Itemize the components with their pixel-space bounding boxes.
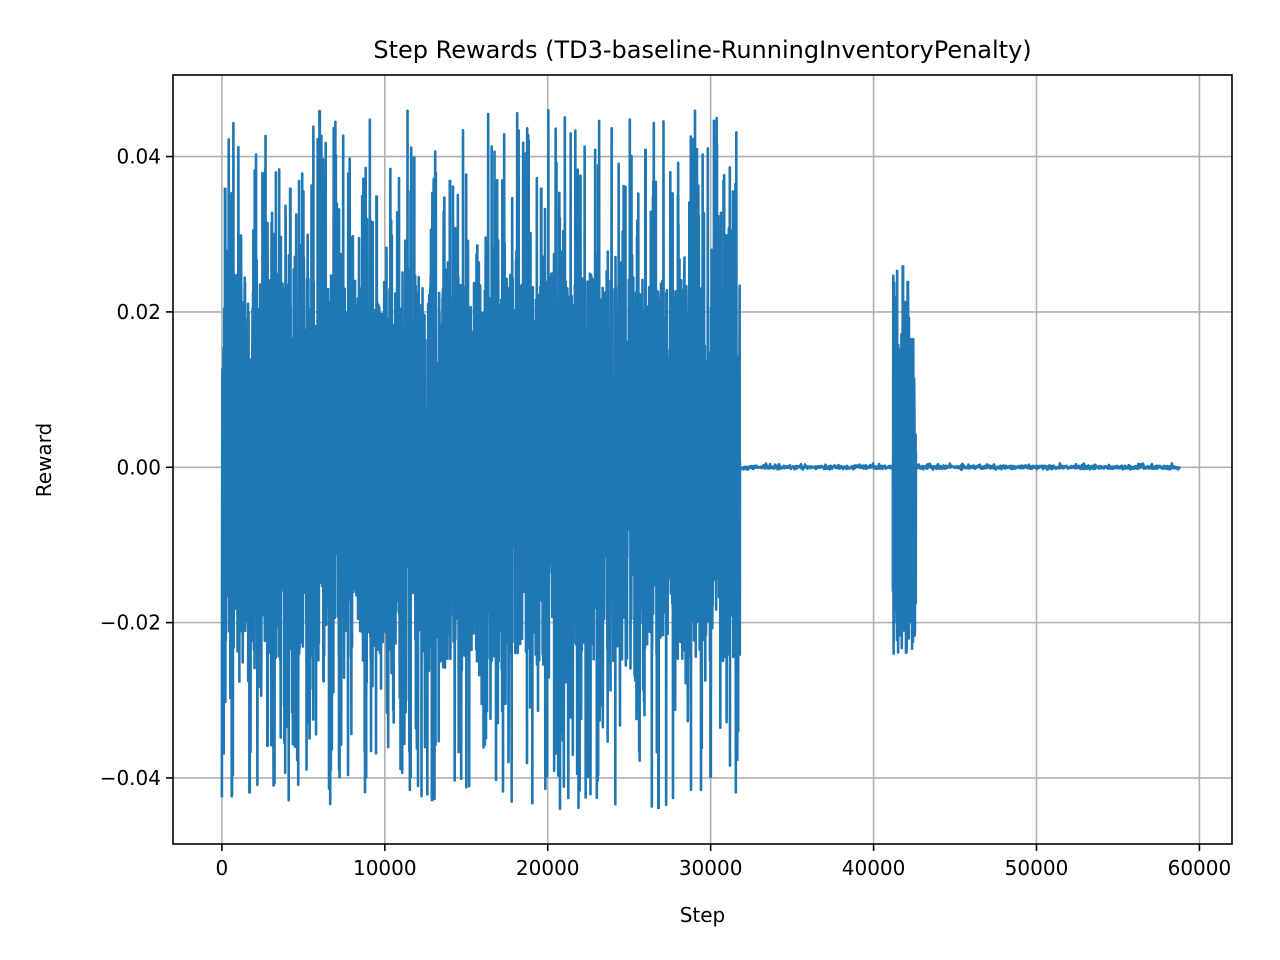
x-axis: 0 10000 20000 30000 40000 50000 60000 xyxy=(216,844,1232,880)
y-axis: −0.04 −0.02 0.00 0.02 0.04 xyxy=(100,145,173,790)
x-tick-label: 10000 xyxy=(353,856,417,880)
x-tick-label: 20000 xyxy=(516,856,580,880)
plot-frame xyxy=(172,74,1233,845)
y-tick-label: −0.02 xyxy=(100,611,161,635)
x-tick-label: 40000 xyxy=(842,856,906,880)
chart-title: Step Rewards (TD3-baseline-RunningInvent… xyxy=(373,36,1031,64)
x-tick-label: 50000 xyxy=(1005,856,1069,880)
x-tick-label: 30000 xyxy=(679,856,743,880)
y-tick-label: −0.04 xyxy=(100,766,161,790)
x-tick-label: 60000 xyxy=(1168,856,1232,880)
y-tick-label: 0.04 xyxy=(116,145,161,169)
y-axis-label: Reward xyxy=(32,423,56,497)
reward-series-line xyxy=(220,108,1182,811)
plot-area xyxy=(220,108,1182,811)
x-axis-label: Step xyxy=(680,903,726,927)
y-tick-label: 0.00 xyxy=(116,455,161,479)
y-tick-label: 0.02 xyxy=(116,300,161,324)
x-tick-label: 0 xyxy=(216,856,229,880)
